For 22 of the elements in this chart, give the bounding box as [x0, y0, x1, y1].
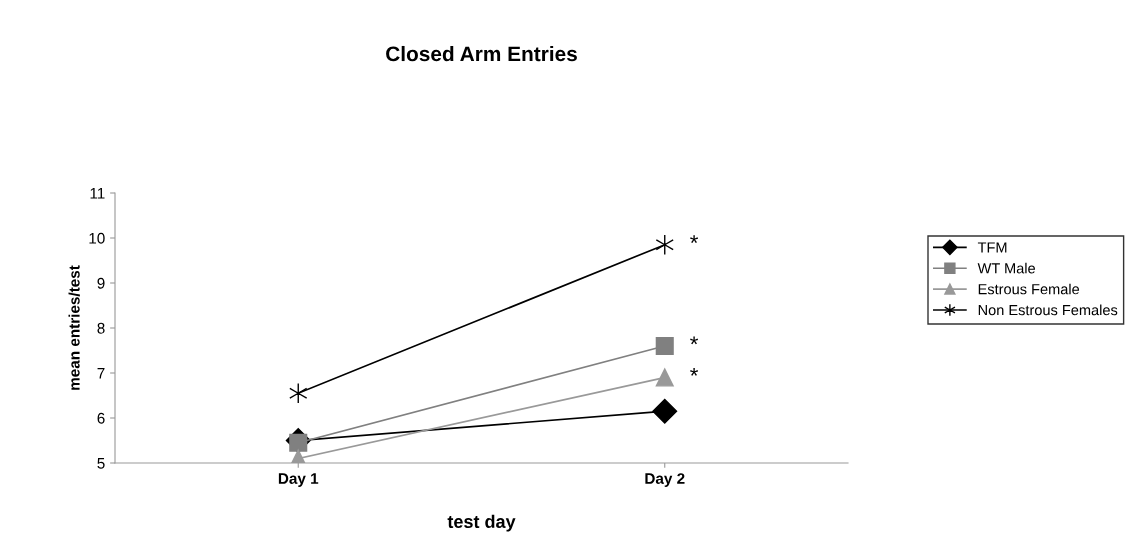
legend-label: TFM — [977, 242, 1007, 253]
y-tick-label: 5 — [97, 458, 105, 469]
legend-label: Non Estrous Females — [978, 304, 1118, 316]
point — [655, 368, 674, 387]
x-tick-label: Day 2 — [645, 473, 685, 487]
y-tick-label: 9 — [97, 277, 105, 289]
annotation: * — [690, 367, 699, 376]
legend-label: WT Male — [977, 262, 1036, 274]
y-tick-label: 10 — [89, 232, 105, 244]
y-tick-label: 7 — [97, 368, 105, 379]
annotation: * — [690, 336, 699, 345]
annotation: * — [690, 235, 699, 244]
point — [652, 398, 678, 424]
y-tick-label: 8 — [97, 322, 105, 334]
x-tick-label: Day 1 — [278, 473, 319, 487]
chart-title: Closed Arm Entries — [386, 45, 577, 62]
x-axis-title: test day — [447, 514, 516, 532]
y-axis-title: mean entries/test — [68, 265, 80, 390]
legend-label: Estrous Female — [978, 283, 1080, 295]
y-tick-label: 11 — [90, 188, 105, 199]
y-tick-label: 6 — [97, 412, 105, 424]
point — [655, 336, 674, 356]
